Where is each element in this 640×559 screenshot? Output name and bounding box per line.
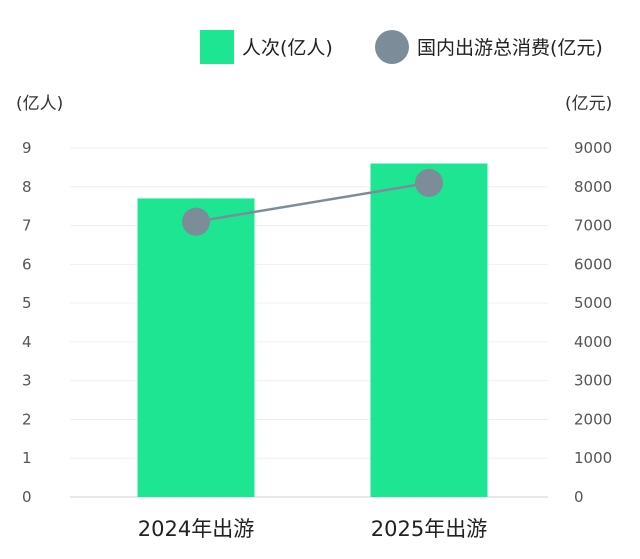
left-tick-label: 8 xyxy=(22,178,32,196)
right-tick-label: 5000 xyxy=(574,294,612,312)
legend-swatch-bar xyxy=(200,30,234,64)
left-tick-label: 4 xyxy=(22,333,32,351)
bar-1 xyxy=(137,198,255,497)
right-tick-label: 3000 xyxy=(574,372,612,390)
right-axis-ticks: 0 1000 2000 3000 4000 5000 6000 7000 8000 9000 xyxy=(574,139,612,506)
right-tick-label: 0 xyxy=(574,488,584,506)
left-tick-label: 7 xyxy=(22,217,32,235)
left-axis-unit: (亿人) xyxy=(16,94,63,114)
category-label: 2025年出游 xyxy=(371,517,487,541)
left-tick-label: 6 xyxy=(22,255,32,273)
left-tick-label: 3 xyxy=(22,372,32,390)
line-point-2 xyxy=(415,168,443,197)
bars xyxy=(137,163,488,497)
left-tick-label: 2 xyxy=(22,410,32,428)
bar-2 xyxy=(370,163,488,497)
left-tick-label: 9 xyxy=(22,139,32,157)
right-tick-label: 8000 xyxy=(574,178,612,196)
legend: 人次(亿人) 国内出游总消费(亿元) xyxy=(200,30,603,64)
left-tick-label: 0 xyxy=(22,488,32,506)
legend-swatch-line xyxy=(375,30,409,64)
left-tick-label: 1 xyxy=(22,449,32,467)
line-point-1 xyxy=(182,207,210,236)
line-series xyxy=(182,168,443,236)
legend-label-line: 国内出游总消费(亿元) xyxy=(417,37,603,59)
right-tick-label: 2000 xyxy=(574,410,612,428)
right-tick-label: 6000 xyxy=(574,255,612,273)
line-path xyxy=(195,181,430,223)
right-tick-label: 4000 xyxy=(574,333,612,351)
right-axis-unit: (亿元) xyxy=(565,94,612,114)
legend-label-bar: 人次(亿人) xyxy=(242,37,333,59)
category-label: 2024年出游 xyxy=(138,517,254,541)
left-tick-label: 5 xyxy=(22,294,32,312)
right-tick-label: 7000 xyxy=(574,217,612,235)
left-axis-ticks: 0 1 2 3 4 5 6 7 8 9 xyxy=(22,139,32,506)
category-labels: 2024年出游 2025年出游 xyxy=(138,517,487,541)
right-tick-label: 1000 xyxy=(574,449,612,467)
right-tick-label: 9000 xyxy=(574,139,612,157)
